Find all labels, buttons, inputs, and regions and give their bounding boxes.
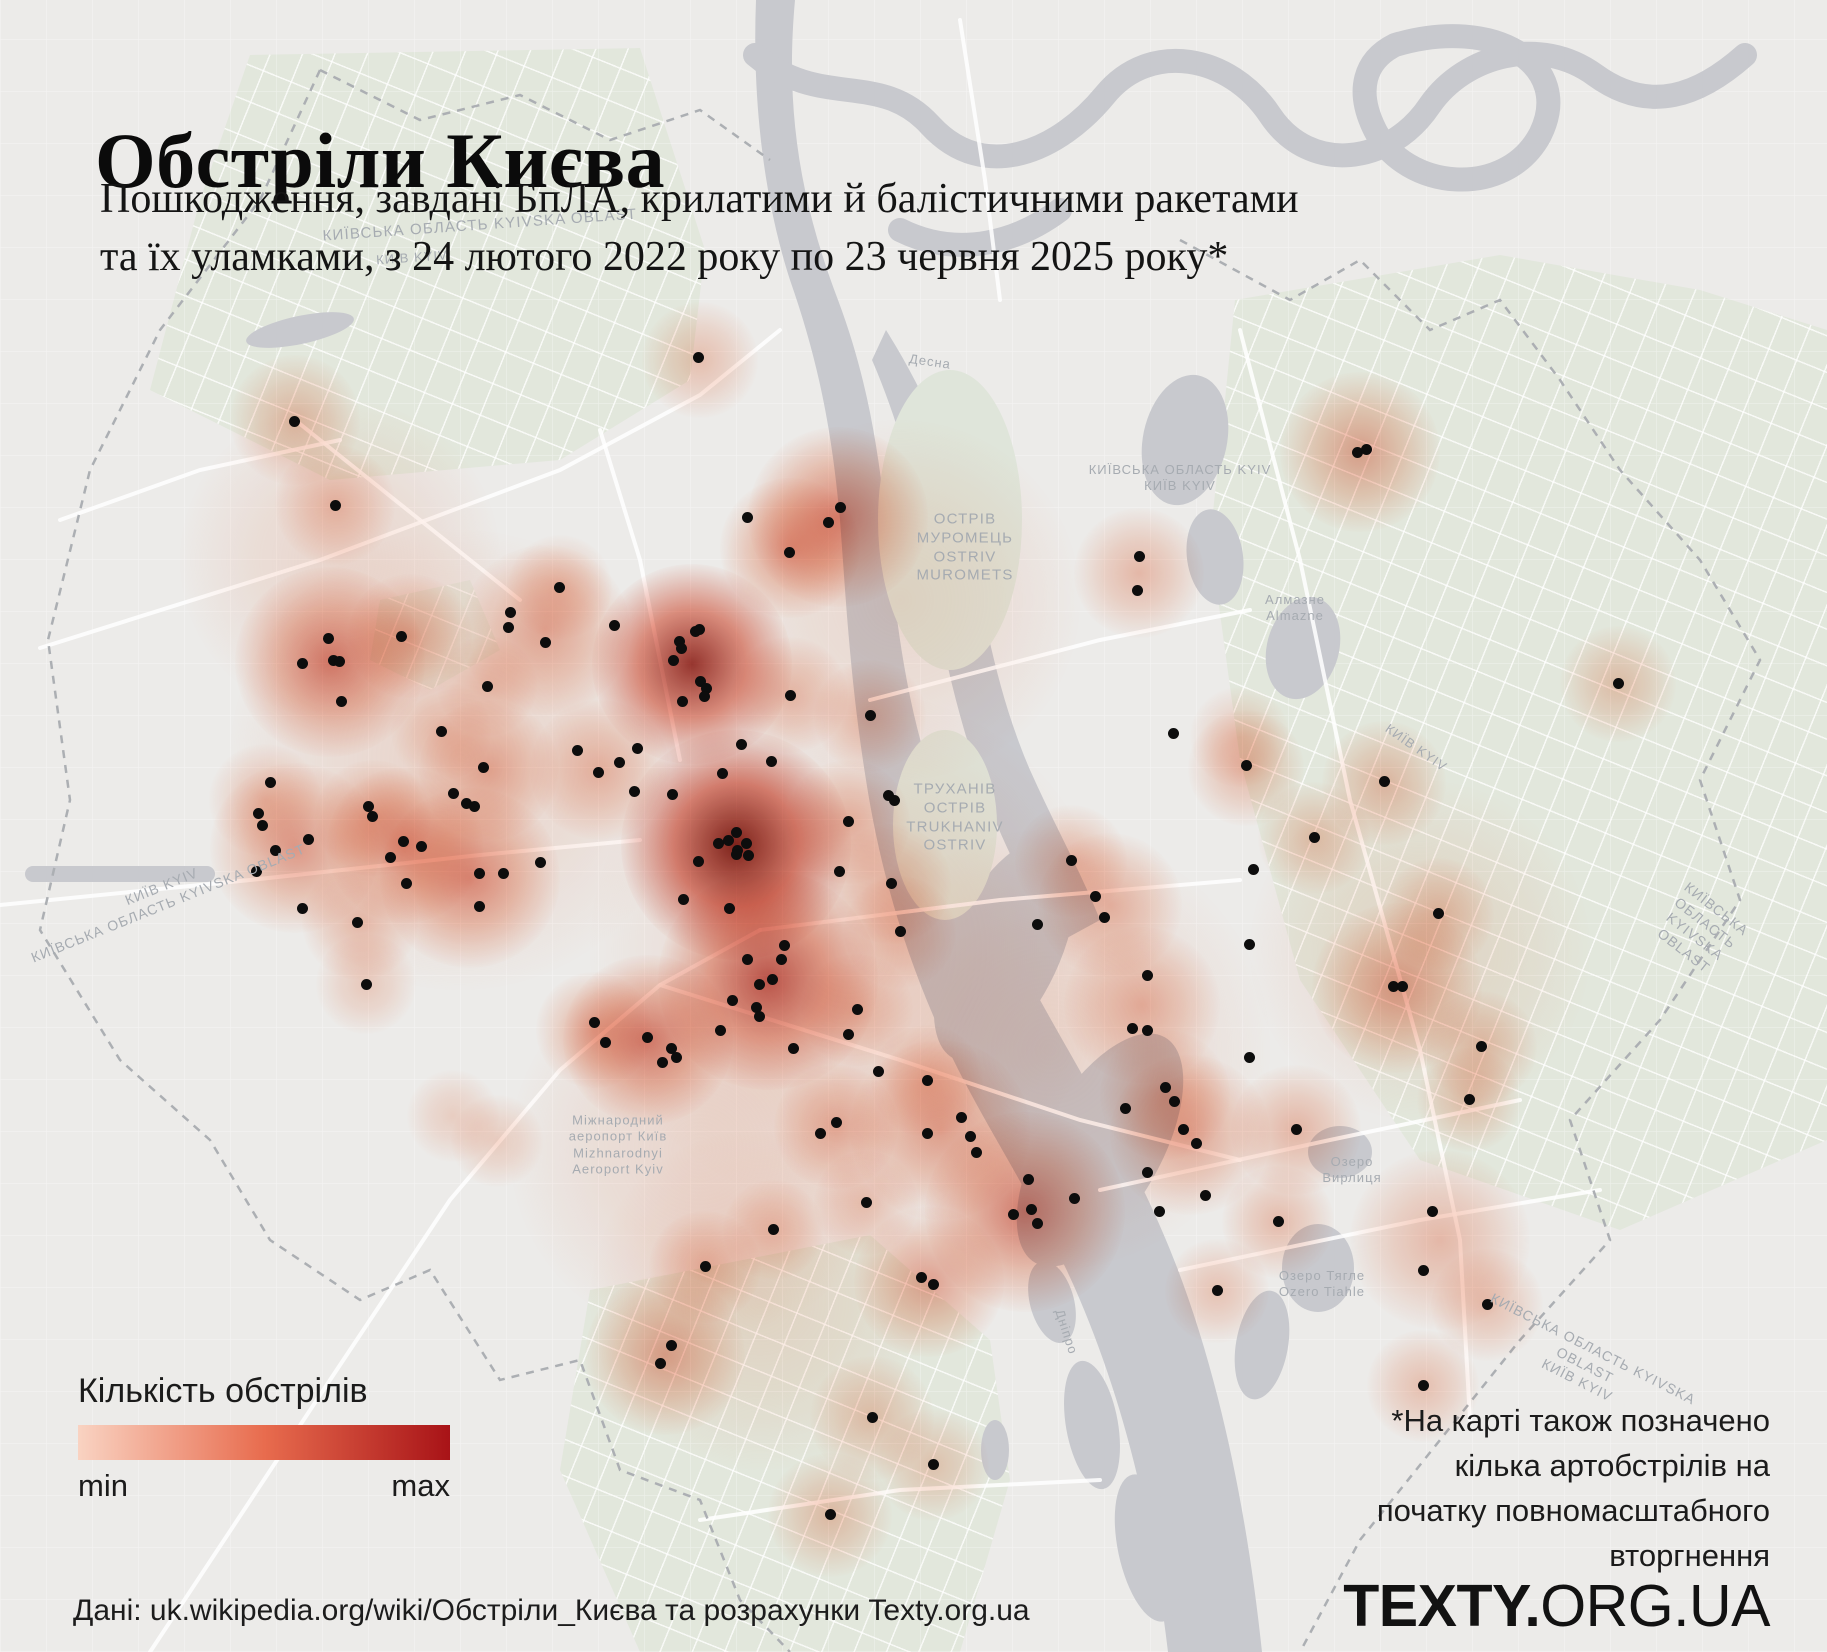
source-text: Дані: uk.wikipedia.org/wiki/Обстріли_Киє… [73, 1594, 1030, 1627]
page-title: Обстріли Києва [95, 117, 666, 205]
legend-gradient-bar [78, 1425, 450, 1460]
texty-logo: TEXTY.ORG.UA [1343, 1572, 1770, 1640]
footnote: *На карті також позначено кілька артобст… [1376, 1403, 1770, 1573]
legend-ends: min max [78, 1468, 450, 1504]
legend-title: Кількість обстрілів [78, 1372, 368, 1410]
logo-light-part: ORG.UA [1540, 1573, 1770, 1639]
page-subtitle: Пошкодження, завдані БпЛА, крилатими й б… [100, 176, 1299, 280]
legend-min-label: min [78, 1468, 128, 1503]
lakes [25, 312, 1372, 1652]
river-desna [743, 24, 1757, 257]
city-admin-border [38, 68, 1762, 1652]
logo-bold-part: TEXTY. [1343, 1573, 1541, 1639]
legend: Кількість обстрілів min max [78, 1372, 450, 1504]
legend-max-label: max [391, 1468, 450, 1503]
